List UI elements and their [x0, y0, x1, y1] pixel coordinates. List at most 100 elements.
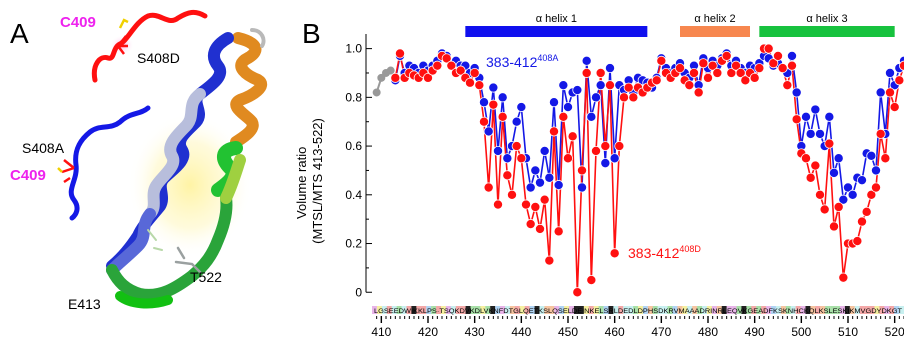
data-point [464, 77, 475, 88]
data-point [857, 175, 868, 186]
s408a-peptide [68, 105, 151, 221]
sequence-cell [795, 306, 801, 314]
sequence-cell [569, 306, 575, 314]
data-point [581, 55, 592, 66]
data-point [810, 104, 821, 115]
helix-label-2: α helix 2 [694, 13, 735, 25]
data-point [539, 194, 550, 205]
data-point [651, 75, 662, 86]
sequence-cell [864, 306, 870, 314]
sequence-cell [411, 306, 417, 314]
helix-label-3: α helix 3 [806, 13, 847, 25]
sequence-cell [815, 306, 821, 314]
sequence-cell [470, 306, 476, 314]
data-point [469, 67, 480, 78]
data-point [866, 150, 877, 161]
data-point [488, 99, 499, 110]
sequence-cell [539, 306, 545, 314]
sequence-cell [445, 306, 452, 314]
data-point [581, 67, 592, 78]
data-point [885, 87, 896, 98]
data-point [768, 58, 779, 69]
sequence-cell [731, 306, 737, 314]
data-point [591, 92, 602, 103]
data-point [422, 72, 433, 83]
data-point [586, 111, 597, 122]
helix-bar-3 [759, 26, 895, 37]
series-label-408d-sup: 408D [679, 244, 701, 254]
sequence-cell [844, 306, 851, 314]
data-point [880, 153, 891, 164]
data-point [553, 226, 564, 237]
sequence-cell [598, 306, 604, 314]
sequence-cell [613, 306, 619, 314]
data-point [847, 189, 858, 200]
data-point [394, 48, 405, 59]
data-point [843, 182, 854, 193]
data-point [478, 97, 489, 108]
data-point [754, 63, 765, 74]
data-point [502, 153, 513, 164]
c409-sulfur-bottom [57, 167, 63, 173]
data-point [885, 67, 896, 78]
y-tick-label: 0 [355, 285, 362, 299]
data-point [544, 172, 555, 183]
sequence-cell [529, 306, 535, 314]
x-tick-label: 430 [465, 325, 485, 339]
sequence-cell [623, 306, 629, 314]
x-tick-label: 410 [371, 325, 391, 339]
data-point [474, 80, 485, 91]
data-point [801, 111, 812, 122]
sequence-strip: LGSEEDWIKKLPS·TSQKDVKDLVKNFDTGLQETKSLQSE… [372, 306, 904, 315]
helix-bar-2 [680, 26, 750, 37]
data-point [432, 60, 443, 71]
sequence-cell [854, 306, 860, 314]
y-axis-label-line1: Volume ratio [294, 147, 309, 219]
data-point [492, 145, 503, 156]
sequence-cell [672, 306, 678, 314]
data-point [698, 58, 709, 69]
panel-b-label: B [302, 18, 321, 49]
sequence-cell [455, 306, 461, 314]
sequence-cell [588, 306, 594, 314]
sequence-cell [500, 306, 506, 314]
data-point [558, 80, 569, 91]
t522-label: T522 [190, 269, 222, 285]
sequence-cell [618, 306, 624, 314]
data-point [833, 153, 844, 164]
data-point [819, 204, 830, 215]
sequence-cell [741, 306, 747, 314]
sequence-cell [509, 306, 516, 314]
y-axis-label: Volume ratio (MTSL/MTS 413-522) [294, 118, 325, 244]
sequence-cell [894, 306, 900, 314]
sequence-cell [859, 306, 865, 314]
sequence-cell [820, 306, 826, 314]
sequence-cell [706, 306, 713, 314]
sequence-cell [805, 306, 811, 314]
data-point [703, 72, 714, 83]
sequence-cell [835, 306, 841, 314]
sequence-cell [440, 306, 447, 314]
sequence-cell [534, 306, 540, 314]
sequence-cell [638, 306, 644, 314]
c409-sulfur-top [118, 18, 129, 29]
series-label-408a-sup: 408A [537, 53, 558, 63]
c409-label-bottom: C409 [10, 167, 46, 184]
data-point [693, 87, 704, 98]
data-point [889, 102, 900, 113]
sequence-cell [475, 306, 481, 314]
sequence-cell [687, 306, 693, 314]
data-point [861, 206, 872, 217]
data-point [829, 221, 840, 232]
data-point [731, 60, 742, 71]
sequence-cell [879, 306, 885, 314]
data-point [829, 167, 840, 178]
data-point [497, 92, 508, 103]
data-point [866, 189, 877, 200]
sequence-cell [628, 306, 634, 314]
data-point [609, 248, 620, 259]
data-point [558, 111, 569, 122]
sequence-cell [766, 306, 772, 314]
data-point [707, 60, 718, 71]
